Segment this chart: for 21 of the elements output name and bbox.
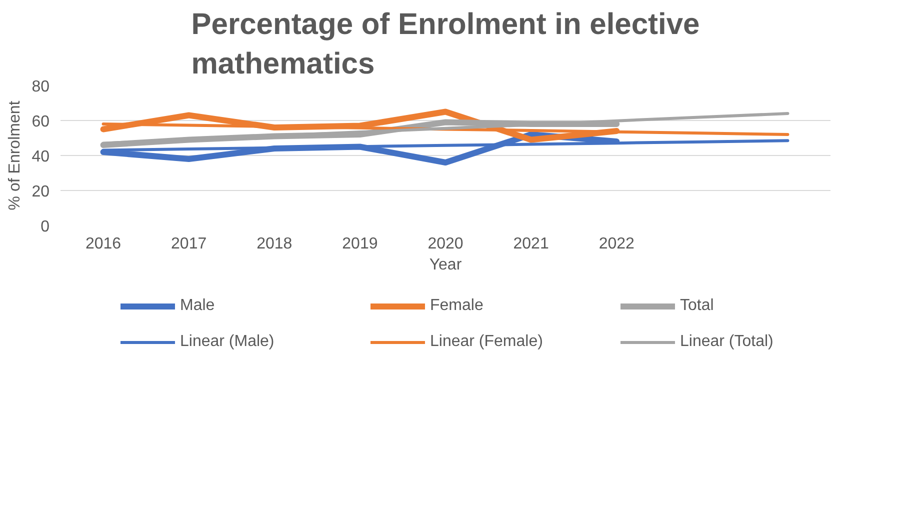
x-tick-label: 2019 xyxy=(342,236,378,252)
y-tick-label: 0 xyxy=(40,218,50,236)
legend-label: Female xyxy=(430,297,484,315)
x-tick-label: 2018 xyxy=(256,236,292,252)
legend-label: Total xyxy=(680,297,715,315)
x-tick-label: 2020 xyxy=(428,236,464,252)
legend-label: Male xyxy=(180,297,216,315)
x-tick-label: 2016 xyxy=(85,236,122,252)
legend-label: Linear (Male) xyxy=(180,333,276,351)
y-tick-label: 80 xyxy=(32,78,50,96)
chart-title: Percentage of Enrolment in elective mathematics xyxy=(191,8,700,80)
legend-label: Linear (Total) xyxy=(680,333,774,351)
x-tick-label: 2022 xyxy=(598,236,635,252)
x-tick-label: 2021 xyxy=(513,236,549,252)
x-tick-label: 2017 xyxy=(171,236,207,252)
y-tick-label: 20 xyxy=(32,184,50,200)
y-tick-label: 40 xyxy=(32,148,50,166)
legend-label: Linear (Female) xyxy=(430,333,544,351)
y-tick-label: 60 xyxy=(32,114,50,130)
y-axis-title: % of Enrolment xyxy=(6,100,24,210)
x-axis-title: Year xyxy=(429,256,462,274)
